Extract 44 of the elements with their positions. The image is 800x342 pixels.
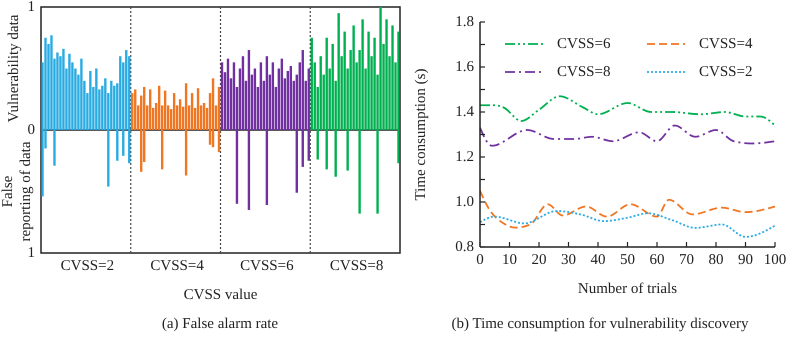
- y-tick-label: 1.6: [455, 59, 474, 75]
- y-tick-label: 1.4: [455, 104, 474, 120]
- y-tick-label: 0: [28, 122, 35, 138]
- y-tick-label: 1: [28, 0, 35, 15]
- x-tick-label: 10: [502, 252, 517, 268]
- x-tick-label: CVSS=4: [150, 258, 204, 274]
- legend-label: CVSS=6: [557, 36, 611, 52]
- y-axis-title: Time consumption (s): [413, 68, 429, 200]
- text: (a) False alarm rate: [162, 316, 278, 332]
- x-tick-label: 30: [561, 252, 576, 268]
- x-axis-title: Number of trials: [578, 281, 678, 297]
- legend-label: CVSS=4: [699, 36, 753, 52]
- x-tick-label: CVSS=8: [330, 258, 384, 274]
- x-tick-label: 70: [679, 252, 694, 268]
- x-tick-label: 60: [650, 252, 664, 268]
- x-tick-label: 100: [764, 252, 786, 268]
- x-tick-label: 20: [532, 252, 546, 268]
- text: False reporting of data: [0, 141, 34, 242]
- x-tick-label: 40: [590, 252, 606, 268]
- x-tick-label: CVSS=6: [240, 258, 294, 274]
- y-tick-label: 1.2: [455, 149, 474, 165]
- x-tick-label: 80: [708, 252, 724, 268]
- y-tick-label: 1.8: [455, 14, 474, 30]
- line-series: [479, 95, 776, 126]
- bar: [242, 56, 244, 130]
- text: (b) Time consumption for vulnerability discovery: [451, 316, 750, 332]
- line-series: [479, 190, 776, 229]
- y-tick-label: 1: [28, 245, 35, 261]
- x-tick-label: 90: [738, 252, 753, 268]
- bar: [280, 58, 284, 130]
- bar: [272, 62, 274, 130]
- x-axis-title: CVSS value: [184, 287, 258, 303]
- bar: [290, 66, 292, 130]
- text: Vulnerability data: [6, 14, 22, 122]
- bar: [260, 62, 262, 130]
- y-tick-label: 1.0: [455, 194, 474, 210]
- x-tick-label: 50: [620, 252, 635, 268]
- bar: [254, 68, 256, 130]
- x-tick-label: CVSS=2: [60, 258, 114, 274]
- y-tick-label: 0.8: [455, 239, 474, 255]
- legend-label: CVSS=8: [557, 64, 610, 80]
- line-series: [479, 210, 776, 238]
- line-series: [479, 124, 776, 147]
- legend-label: CVSS=2: [699, 64, 752, 80]
